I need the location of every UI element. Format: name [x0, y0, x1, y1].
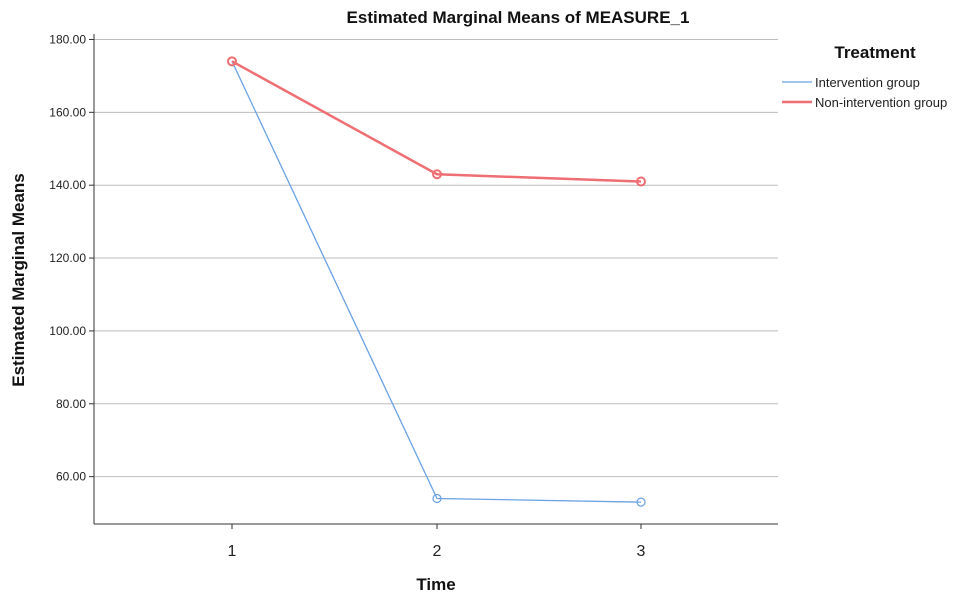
legend-label: Non-intervention group — [815, 95, 947, 110]
legend-label: Intervention group — [815, 75, 920, 90]
y-tick-labels: 60.00 80.00 100.00 120.00 140.00 160.00 180.00 — [49, 32, 94, 484]
x-tick-label: 3 — [637, 543, 646, 560]
data-point — [636, 497, 646, 507]
data-point — [636, 176, 646, 187]
data-point — [432, 493, 442, 504]
series-line — [231, 61, 642, 503]
grid-layer — [94, 38, 778, 478]
chart-title: Estimated Marginal Means of MEASURE_1 — [347, 8, 690, 27]
series-line — [231, 60, 642, 183]
series-layer — [227, 56, 646, 507]
data-point — [227, 56, 237, 67]
y-tick-label: 120.00 — [49, 251, 86, 265]
legend-items: Intervention group Non-intervention group — [782, 75, 947, 110]
y-tick-label: 100.00 — [49, 324, 86, 338]
y-tick-label: 160.00 — [49, 105, 86, 119]
legend-title: Treatment — [834, 43, 916, 62]
x-tick-label: 2 — [433, 543, 442, 560]
legend: Treatment Intervention group Non-interven… — [782, 43, 947, 110]
y-axis-label: Estimated Marginal Means — [9, 173, 28, 387]
x-tick-label: 1 — [228, 543, 237, 560]
y-tick-label: 80.00 — [56, 397, 86, 411]
x-tick-labels: 1 2 3 — [228, 524, 646, 560]
y-tick-label: 60.00 — [56, 470, 86, 484]
y-tick-label: 140.00 — [49, 178, 86, 192]
data-point — [432, 169, 442, 180]
y-tick-label: 180.00 — [49, 32, 86, 46]
x-axis-label: Time — [416, 575, 455, 594]
